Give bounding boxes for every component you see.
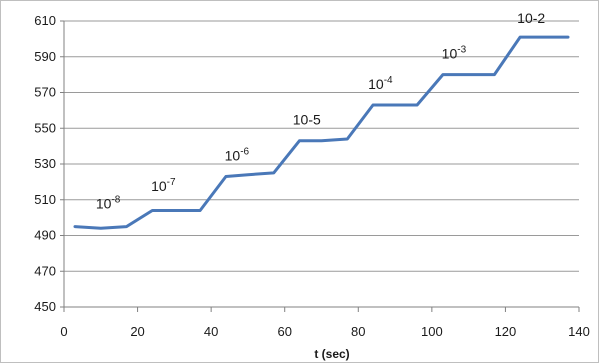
x-tick-label: 80 [351,324,365,339]
x-tick-label: 120 [495,324,517,339]
y-tick-label: 490 [34,228,56,243]
y-tick-label: 530 [34,156,56,171]
y-tick-label: 550 [34,120,56,135]
step-annotation: 10-6 [225,146,250,163]
series-group [73,35,570,230]
step-annotation: 10-8 [96,195,121,212]
x-tick-label: 140 [568,324,590,339]
step-annotation: 10-7 [151,177,176,194]
step-annotation: 10-2 [517,10,545,26]
x-tick-label: 60 [277,324,291,339]
gridlines [64,20,579,308]
x-tick-labels: 0 20 40 60 80 100 120 140 [60,324,589,339]
step-annotation: 10-5 [293,112,321,128]
x-tick-label: 20 [130,324,144,339]
series-line [73,35,570,230]
step-annotation: 10-4 [368,75,393,92]
y-tick-label: 570 [34,85,56,100]
annotations: 10-8 10-7 10-6 10-5 10-4 10-3 10-2 [96,10,545,212]
y-tick-label: 450 [34,299,56,314]
y-tick-label: 610 [34,13,56,28]
y-tick-label: 590 [34,49,56,64]
y-tick-label: 510 [34,192,56,207]
step-annotation: 10-3 [442,45,467,62]
x-axis-label: t (sec) [314,347,349,361]
x-tick-label: 0 [60,324,67,339]
axes [60,20,580,312]
y-tick-label: 470 [34,263,56,278]
x-tick-label: 100 [421,324,443,339]
x-tick-label: 40 [204,324,218,339]
y-tick-labels: 450 470 490 510 530 550 570 590 610 [34,13,56,314]
